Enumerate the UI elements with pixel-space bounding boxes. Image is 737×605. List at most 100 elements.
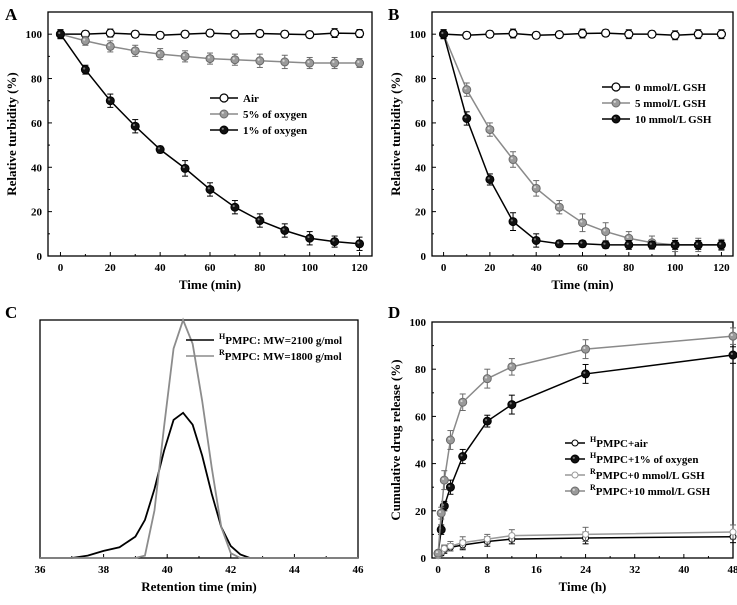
legend-superscript: R (590, 483, 596, 492)
legend-entry: 10 mmol/L GSH (635, 114, 712, 126)
data-point-highlight (510, 157, 513, 160)
data-point-highlight (580, 241, 583, 244)
x-tick-label: 100 (301, 262, 318, 274)
data-point-highlight (307, 60, 310, 63)
data-point-highlight (580, 220, 583, 223)
data-point (255, 216, 265, 226)
panel-d: D 0 8 16 24 32 40 48 0 20 40 60 80 100 Time (h) Cumulat… (388, 303, 737, 594)
legend-marker-highlight (572, 488, 575, 491)
legend-label: PMPC: MW=1800 g/mol (225, 351, 342, 363)
series-1 (433, 346, 737, 558)
data-point (578, 239, 587, 249)
data-point-highlight (557, 241, 560, 244)
y-tick-label: 60 (31, 118, 43, 130)
data-point (728, 350, 737, 360)
data-point (578, 218, 587, 228)
data-point-highlight (257, 58, 260, 61)
data-point (280, 225, 290, 235)
data-point (305, 30, 315, 40)
legend-marker (571, 439, 579, 447)
data-point-highlight (157, 51, 161, 55)
data-point (531, 183, 541, 193)
data-point-highlight (509, 364, 512, 367)
data-point (554, 202, 564, 212)
legend-label: PMPC+10 mmol/L GSH (596, 486, 711, 498)
data-point (440, 545, 448, 553)
series-2 (434, 524, 737, 560)
x-tick-label: 100 (667, 262, 684, 274)
data-point-highlight (332, 60, 335, 63)
data-point (445, 435, 455, 445)
data-point-highlight (464, 87, 467, 90)
data-point (507, 400, 517, 410)
data-point (105, 28, 115, 38)
data-point (462, 85, 472, 95)
y-tick-label: 80 (31, 74, 43, 86)
y-axis-label: Relative turbidity (%) (4, 72, 19, 195)
data-point (439, 29, 449, 39)
data-point (155, 30, 165, 40)
y-tick-label: 0 (37, 251, 43, 263)
data-point (483, 535, 491, 543)
x-tick-label: 120 (351, 262, 368, 274)
series-line (40, 411, 358, 559)
data-point (670, 30, 680, 40)
series-1 (439, 29, 726, 253)
legend-marker-highlight (572, 456, 575, 459)
data-point (458, 397, 468, 407)
data-point (716, 240, 726, 250)
data-point (647, 29, 657, 39)
series-line (442, 33, 722, 246)
legend-label: PMPC+air (596, 438, 648, 450)
legend-marker (219, 109, 229, 119)
data-point-highlight (357, 241, 360, 244)
y-tick-label: 40 (415, 162, 427, 174)
x-axis-label: Time (min) (551, 277, 613, 292)
data-point-highlight (448, 484, 451, 488)
data-point (601, 28, 611, 38)
legend-label: PMPC+1% of oxygen (596, 454, 698, 466)
legend-entry: 0 mmol/L GSH (635, 82, 706, 94)
data-point-highlight (182, 54, 185, 57)
data-point (355, 239, 365, 249)
data-point (205, 28, 215, 38)
data-point (155, 145, 165, 155)
data-point (305, 233, 315, 243)
data-point-highlight (583, 346, 586, 350)
data-point (670, 240, 680, 250)
x-tick-label: 120 (713, 262, 730, 274)
legend-superscript: R (219, 348, 225, 357)
data-point-highlight (307, 235, 310, 239)
data-point-highlight (509, 402, 512, 405)
legend-marker (219, 125, 229, 135)
data-point (462, 30, 472, 40)
data-point (80, 36, 90, 46)
data-point-highlight (695, 242, 699, 245)
panel-b: B 0 20 40 60 80 100 120 0 20 40 60 80 100 Time (min) Re… (388, 5, 734, 292)
data-point (130, 46, 140, 56)
data-point (693, 240, 703, 250)
x-axis-label: Time (min) (179, 277, 241, 292)
y-tick-label: 0 (421, 553, 427, 565)
data-point (582, 530, 590, 538)
panel-a: A 0 20 40 60 80 100 120 0 20 40 60 80 100 Time (min) Re… (4, 5, 373, 292)
x-tick-label: 38 (98, 564, 110, 576)
data-point (577, 28, 588, 39)
series-line (59, 33, 360, 245)
data-point (439, 475, 449, 485)
legend-entry: HPMPC+air (590, 435, 648, 450)
legend-entry: HPMPC+1% of oxygen (590, 451, 698, 466)
data-point-highlight (626, 235, 629, 239)
y-tick-label: 100 (410, 317, 427, 329)
data-point-highlight (730, 352, 733, 355)
y-tick-label: 40 (31, 162, 43, 174)
series-line (442, 33, 722, 246)
data-point (80, 65, 90, 75)
data-point-highlight (157, 147, 161, 150)
panel-letter: B (388, 5, 399, 24)
data-point (508, 155, 518, 165)
data-point (280, 57, 290, 67)
x-tick-label: 60 (577, 262, 589, 274)
data-point (554, 30, 564, 40)
